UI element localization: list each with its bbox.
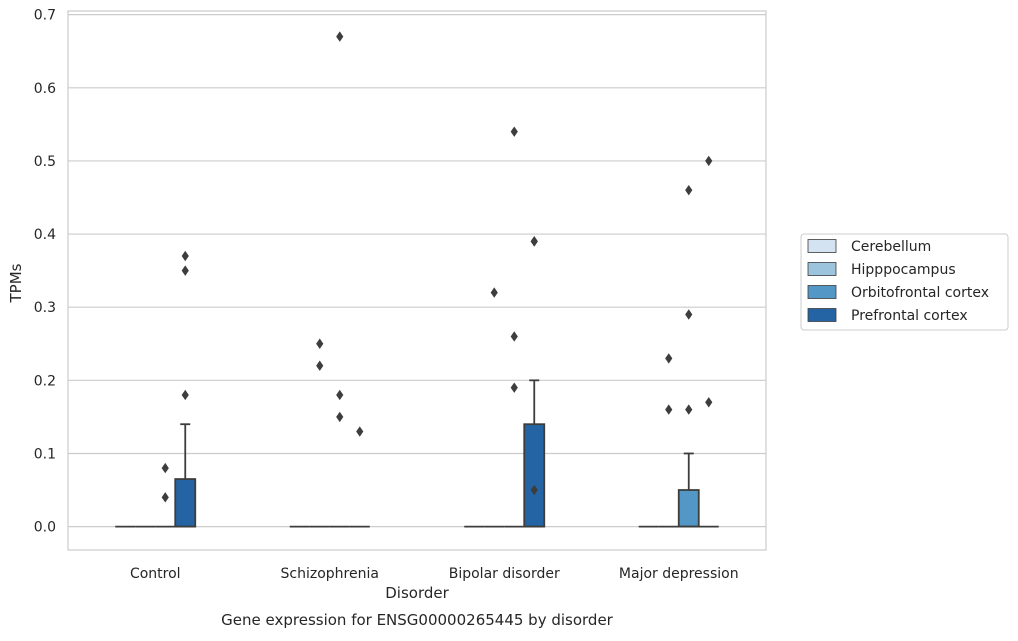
y-tick-label: 0.5 [34,154,56,170]
outlier-point [181,389,189,401]
chart-title: Gene expression for ENSG00000265445 by d… [221,611,614,629]
boxes [115,379,719,528]
outlier-point [530,484,538,496]
outlier-point [356,426,364,437]
outlier-point [316,338,324,349]
outliers [161,31,713,503]
outlier-point [490,287,498,298]
outlier-point [336,31,344,42]
legend-swatch [807,285,837,299]
y-tick-label: 0.7 [34,8,56,24]
y-tick-label: 0.6 [34,81,56,97]
legend-frame [800,233,1009,331]
y-tick-label: 0.0 [34,520,56,536]
outlier-point [510,126,518,137]
outlier-point [336,411,344,423]
legend-label: Prefrontal cortex [851,308,968,324]
plot-area-frame [67,10,767,551]
box [677,489,700,528]
y-tick-label: 0.1 [34,446,56,462]
legend-label: Cerebellum [851,239,931,255]
y-tick-label: 0.3 [34,300,56,316]
outlier-point [336,389,344,401]
y-tick-labels: 0.0 0.1 0.2 0.3 0.4 0.5 0.6 0.7 [34,8,56,536]
gridlines [68,14,766,528]
outlier-point [685,309,693,320]
outlier-point [161,492,169,503]
outlier-point [665,404,673,415]
legend-swatch [807,262,837,276]
x-tick-labels: Control Schizophrenia Bipolar disorder Majo… [130,566,739,582]
legend-label: Orbitofrontal cortex [851,285,989,301]
x-tick-label: Major depression [619,566,739,582]
outlier-point [161,462,169,474]
x-axis-label: Disorder [385,584,449,602]
outlier-point [510,331,518,342]
outlier-point [181,265,189,276]
outlier-point [510,382,518,393]
legend: Cerebellum Hipppocampus Orbitofrontal cort… [800,233,1009,331]
legend-label: Hipppocampus [851,262,956,278]
outlier-point [685,184,693,196]
outlier-point [685,404,693,415]
box [174,478,197,528]
legend-swatch [807,239,837,253]
outlier-point [665,353,673,364]
y-tick-label: 0.4 [34,227,56,243]
x-tick-label: Bipolar disorder [449,566,560,582]
x-tick-label: Schizophrenia [281,566,379,582]
outlier-point [705,397,713,408]
outlier-point [705,155,713,167]
box [523,423,546,528]
outlier-point [530,236,538,247]
legend-swatch [807,308,837,322]
outlier-point [316,360,324,371]
y-axis-label: TPMs [7,263,25,303]
x-tick-label: Control [130,566,181,582]
outlier-point [181,250,189,262]
y-tick-label: 0.2 [34,373,56,389]
